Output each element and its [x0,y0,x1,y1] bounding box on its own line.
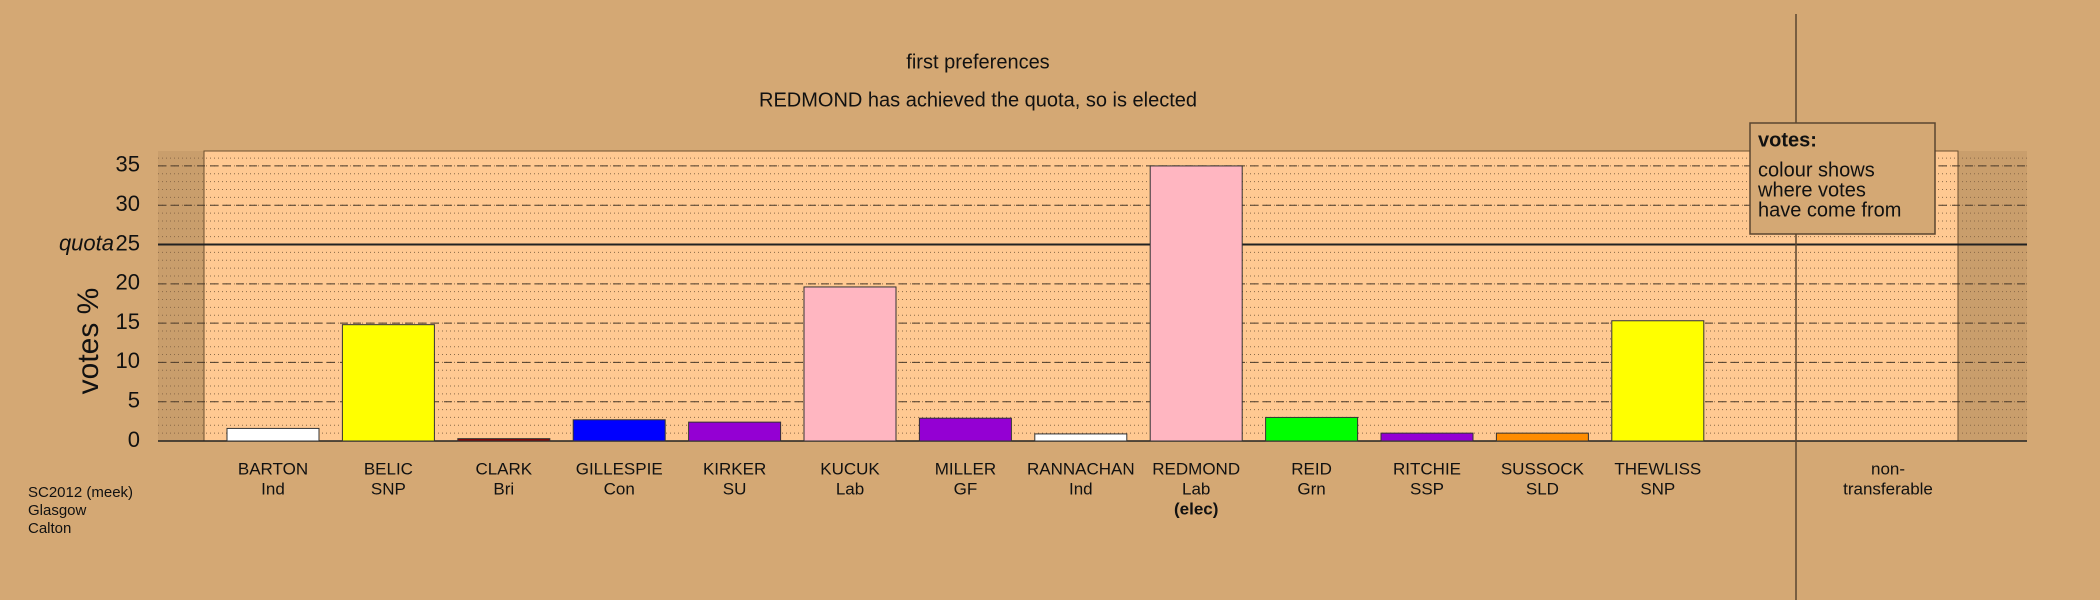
x-tick-sublabel: SNP [371,479,406,498]
x-tick-label: SUSSOCK [1501,459,1585,478]
x-tick-label: CLARK [475,459,532,478]
y-tick-label: 35 [116,152,140,177]
bar [1611,320,1705,442]
legend-text: where votes [1757,179,1866,201]
x-tick-label: KIRKER [703,459,766,478]
x-tick-sublabel: Lab [836,479,864,498]
chart-subtitle: REDMOND has achieved the quota, so is el… [759,89,1197,111]
bar [688,421,782,442]
bar [1380,432,1474,442]
x-tick-sublabel: Grn [1297,479,1325,498]
bar [572,419,666,442]
x-tick-label: MILLER [935,459,996,478]
bar [226,427,320,442]
x-tick-sublabel: transferable [1843,479,1933,498]
x-tick-label: BARTON [238,459,308,478]
legend-box [1749,122,1936,235]
legend-text: have come from [1758,199,1901,221]
x-tick-label: GILLESPIE [576,459,663,478]
x-tick-label: RANNACHAN [1027,459,1135,478]
y-tick-label: 0 [128,427,140,452]
y-tick-label: 10 [116,348,140,373]
legend-title: votes: [1758,129,1817,151]
bar [341,324,435,442]
x-tick-label: KUCUK [820,459,880,478]
x-tick-label: non- [1871,459,1905,478]
bar [457,438,551,442]
y-axis-label: votes % [72,288,105,395]
x-tick-sublabel: Ind [261,479,285,498]
quota-label: quota [59,230,114,255]
legend-text: colour shows [1758,159,1875,181]
x-tick-sublabel: GF [954,479,978,498]
y-tick-label: 15 [116,309,140,334]
x-tick-sublabel: SSP [1410,479,1444,498]
footnote: SC2012 (meek) [28,484,133,501]
x-tick-sublabel: SNP [1640,479,1675,498]
x-tick-label: REID [1291,459,1332,478]
footnote: Calton [28,520,71,537]
elected-note: (elec) [1174,499,1218,518]
bar [918,417,1012,442]
x-tick-sublabel: SLD [1526,479,1559,498]
bar [1149,165,1243,442]
bar [1495,432,1589,442]
x-tick-label: THEWLISS [1614,459,1701,478]
x-tick-sublabel: Lab [1182,479,1210,498]
y-tick-label: 25 [116,230,140,255]
x-tick-sublabel: Con [604,479,635,498]
bar [1034,433,1128,442]
x-tick-label: BELIC [364,459,413,478]
x-tick-label: REDMOND [1152,459,1240,478]
bar [803,286,897,442]
chart-title: first preferences [906,51,1049,73]
y-tick-label: 30 [116,191,140,216]
x-tick-sublabel: SU [723,479,747,498]
x-tick-sublabel: Bri [493,479,514,498]
y-tick-label: 20 [116,270,140,295]
bar [1265,416,1359,442]
footnote: Glasgow [28,502,87,519]
x-tick-sublabel: Ind [1069,479,1093,498]
y-tick-label: 5 [128,388,140,413]
x-tick-label: RITCHIE [1393,459,1461,478]
